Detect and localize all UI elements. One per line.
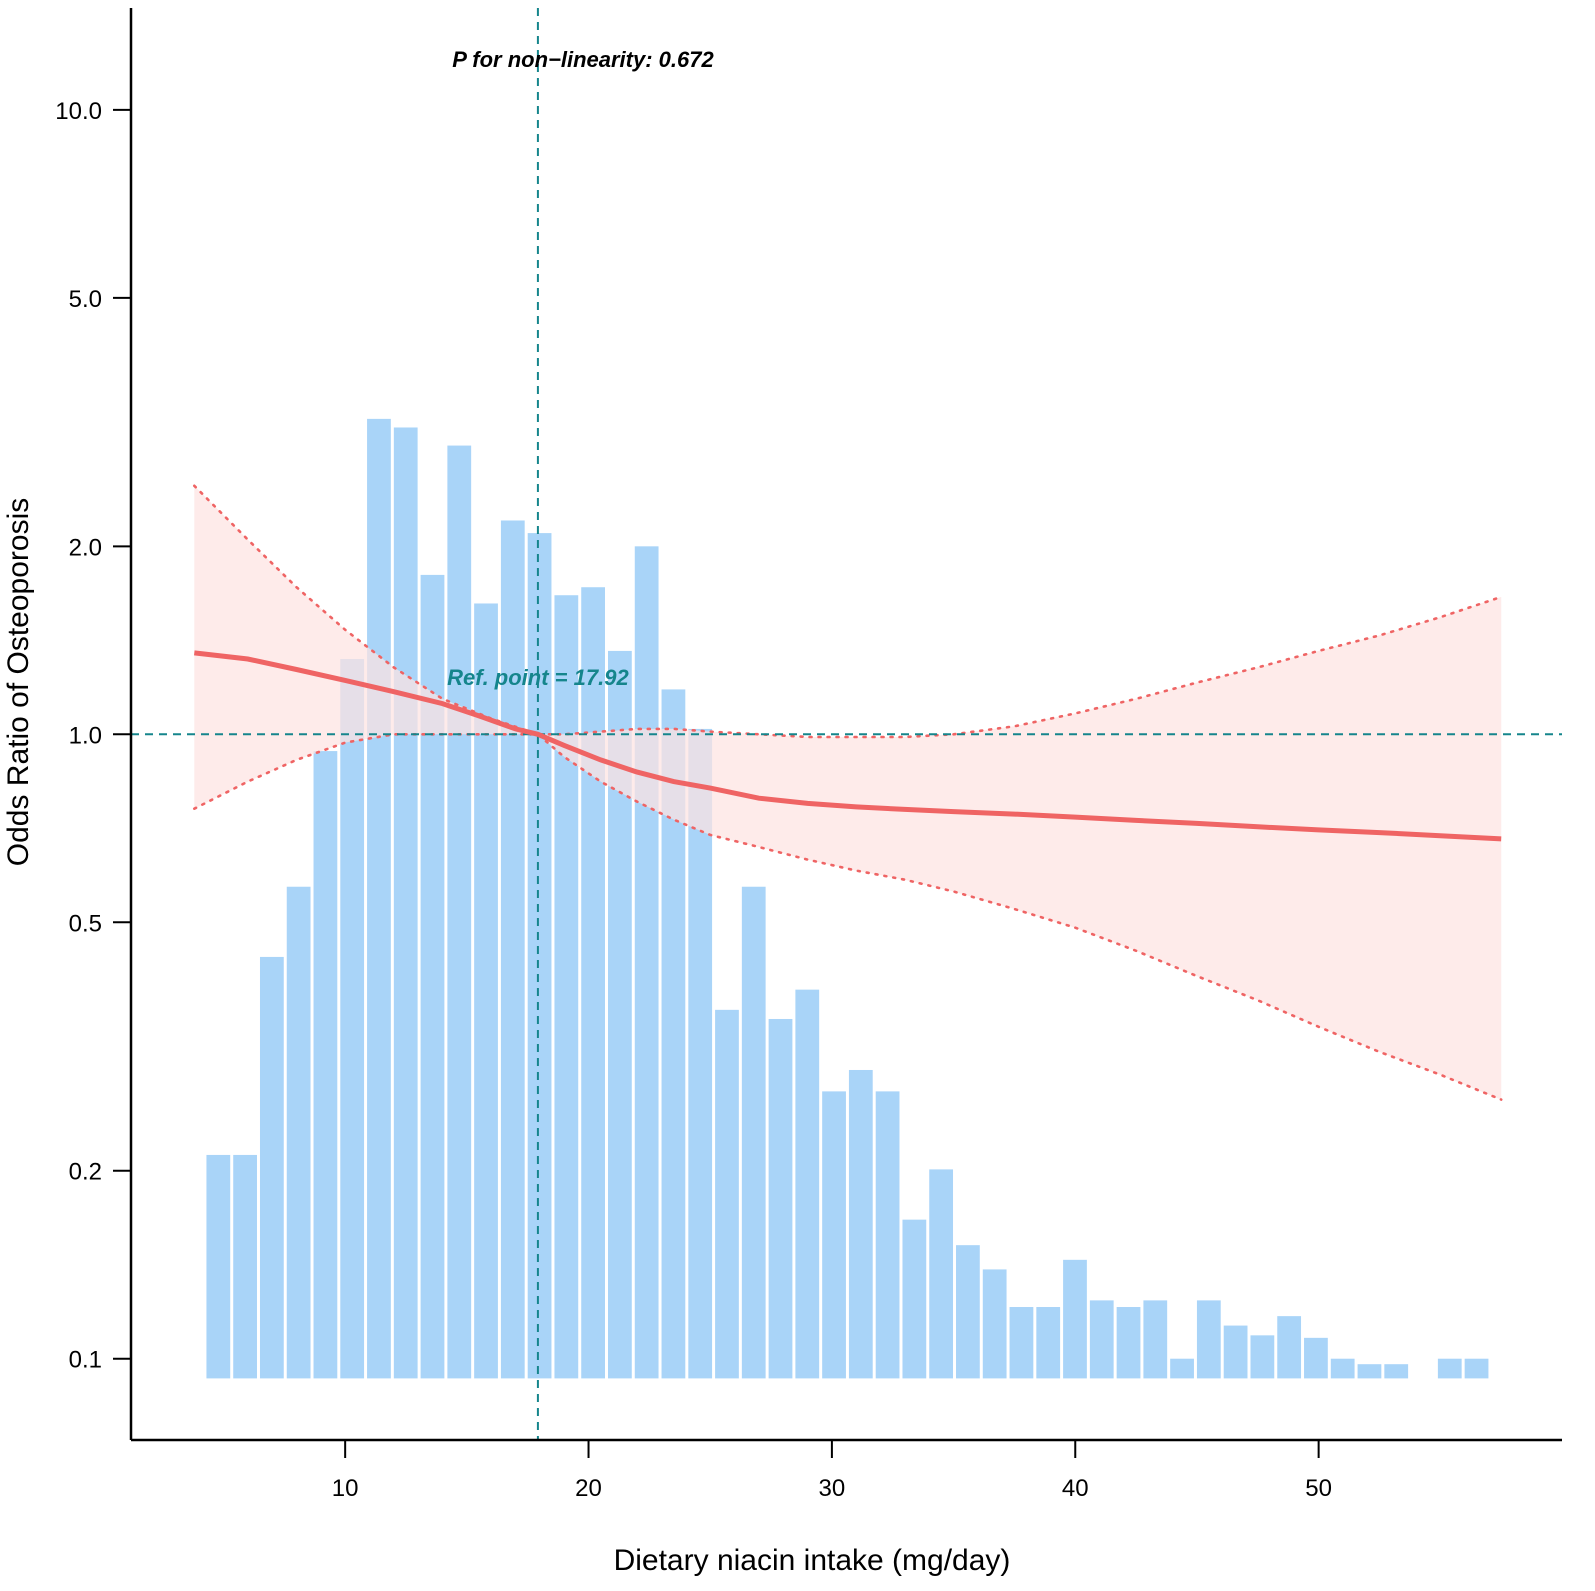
histogram-bar [1090, 1300, 1114, 1378]
x-tick-label: 40 [1062, 1475, 1089, 1502]
x-tick-label: 20 [575, 1475, 602, 1502]
histogram-bar [1358, 1364, 1382, 1378]
histogram-bar [1170, 1359, 1194, 1379]
histogram-bar [447, 446, 471, 1379]
histogram-bar [742, 887, 766, 1379]
y-tick-label: 5.0 [69, 286, 102, 313]
x-axis-title: Dietary niacin intake (mg/day) [614, 1544, 1011, 1577]
histogram-bar [956, 1245, 980, 1378]
histogram-bar [501, 520, 525, 1378]
chart: 0.1 0.2 0.5 1.0 2.0 5.0 10.0 10 20 30 40 50 Ref. po… [0, 0, 1595, 1591]
histogram-bar [635, 546, 659, 1378]
histogram-bar [340, 659, 364, 1378]
y-tick-label: 10.0 [55, 98, 102, 125]
histogram-bar [528, 533, 552, 1378]
histogram-bar [1117, 1307, 1141, 1378]
histogram-bar [367, 419, 391, 1379]
histogram-bar [1143, 1300, 1167, 1378]
histogram-bar [314, 751, 338, 1378]
histogram-bar [1438, 1359, 1462, 1379]
histogram-bar [1384, 1364, 1408, 1378]
histogram-bar [822, 1091, 846, 1378]
histogram-bar [983, 1269, 1007, 1378]
histogram-bar [769, 1019, 793, 1378]
y-tick-label: 1.0 [69, 722, 102, 749]
histogram-bar [795, 990, 819, 1379]
histogram-bar [1224, 1326, 1248, 1379]
histogram-bar [394, 427, 418, 1378]
histogram-bar [929, 1169, 953, 1378]
y-tick-label: 0.5 [69, 910, 102, 937]
histogram-bar [1304, 1338, 1328, 1379]
histogram-bar [876, 1091, 900, 1378]
histogram-bar [1036, 1307, 1060, 1378]
histogram-bar [849, 1070, 873, 1378]
histogram-bar [287, 887, 311, 1379]
histogram-bar [1010, 1307, 1034, 1378]
histogram-bar [206, 1155, 230, 1378]
histogram-bar [1331, 1359, 1355, 1379]
histogram-bar [1277, 1316, 1301, 1378]
nonlinearity-annotation: P for non−linearity: 0.672 [452, 47, 714, 72]
x-tick-label: 30 [819, 1475, 846, 1502]
histogram-bar [902, 1220, 926, 1379]
histogram-bar [260, 957, 284, 1378]
y-axis-title: Odds Ratio of Osteoporosis [2, 498, 35, 867]
x-tick-label: 10 [332, 1475, 359, 1502]
histogram-bar [1465, 1359, 1489, 1379]
ref-point-label: Ref. point = 17.92 [447, 665, 629, 690]
histogram-bar [554, 595, 578, 1378]
histogram-bar [1063, 1260, 1087, 1379]
y-tick-label: 0.1 [69, 1347, 102, 1374]
histogram-bar [581, 587, 605, 1378]
histogram-bar [715, 1010, 739, 1379]
histogram-bar [1197, 1300, 1221, 1378]
histogram-bar [1250, 1335, 1274, 1378]
y-tick-label: 0.2 [69, 1159, 102, 1186]
x-tick-label: 50 [1305, 1475, 1332, 1502]
histogram-bar [233, 1155, 257, 1378]
y-tick-label: 2.0 [69, 534, 102, 561]
